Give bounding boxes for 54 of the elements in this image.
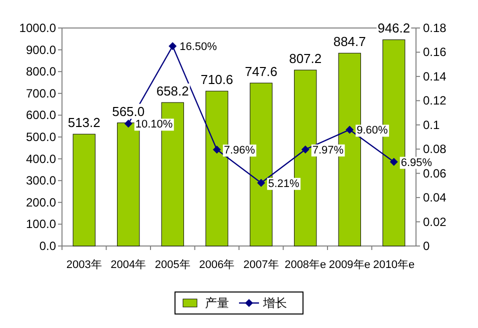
data-label: 7.97% [312,144,344,156]
data-label: 6.95% [400,156,432,169]
y-tick-label: 800.0 [26,64,56,79]
data-label: 710.6 [200,72,234,88]
y-tick-label: 200.0 [26,195,56,210]
y-tick-label: 700.0 [26,86,56,100]
legend-label: 产量 [205,296,229,310]
y2-tick-label: 0.02 [423,214,447,229]
point [346,126,354,134]
y2-tick-label: 0.06 [423,166,447,180]
y-tick-label: 300.0 [26,174,56,188]
point [390,158,398,166]
point [212,146,221,154]
point [124,120,132,128]
y2-tick-label: 0 [423,239,430,253]
x-tick-label: 2008年e [284,259,326,271]
y2-tick-label: 0.08 [423,142,447,156]
x-tick-label: 2009年e [328,259,370,271]
x-tick-label: 2004年 [110,259,146,271]
data-label: 747.6 [244,64,278,80]
data-label: 807.2 [289,51,322,66]
data-label: 513.2 [68,115,100,130]
y2-tick-label: 0.04 [423,190,447,205]
y-tick-label: 500.0 [26,130,56,144]
y-tick-label: 400.0 [26,152,56,166]
x-tick-label: 2006年 [199,259,235,271]
x-tick-label: 2003年 [66,259,102,271]
x-tick-label: 2010年e [373,259,415,271]
x-tick-label: 2005年 [154,259,190,271]
y2-tick-label: 0.1 [423,118,440,132]
data-label: 16.50% [180,41,218,54]
data-label: 7.96% [224,144,256,157]
y2-tick-label: 0.14 [423,69,447,84]
point [257,178,266,187]
data-label: 884.7 [333,34,366,50]
point [301,145,310,154]
y-tick-label: 0.0 [39,239,56,253]
y-tick-label: 600.0 [26,108,56,122]
data-label: 658.2 [156,84,189,99]
data-label: 946.2 [378,20,410,36]
y-tick-label: 100.0 [26,217,56,232]
legend-label: 增长 [262,296,287,310]
y-tick-label: 900.0 [26,42,56,57]
data-label: 565.0 [112,104,145,119]
y2-tick-label: 0.16 [423,45,447,60]
bar [72,134,96,246]
y2-tick-label: 0.18 [423,21,447,35]
data-label: 9.60% [356,124,388,137]
point [168,42,177,50]
data-label: 5.21% [268,178,300,190]
data-label: 10.10% [135,118,173,131]
x-tick-label: 2007年 [243,259,279,271]
y-tick-label: 1000.0 [19,21,56,35]
y2-tick-label: 0.12 [423,94,447,108]
